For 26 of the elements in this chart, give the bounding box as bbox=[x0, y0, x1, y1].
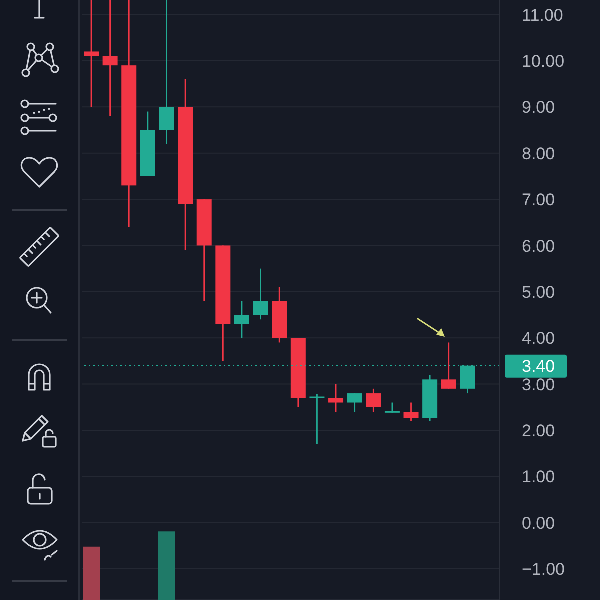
y-tick-label: 0.00 bbox=[522, 514, 556, 533]
candlestick bbox=[384, 402, 400, 414]
ref-line-label: 3.40 bbox=[522, 356, 556, 376]
candlestick bbox=[441, 342, 456, 390]
y-tick-label: 2.00 bbox=[522, 422, 556, 441]
y-tick-label: −1.00 bbox=[522, 560, 566, 580]
candlestick bbox=[347, 392, 362, 413]
candlestick bbox=[310, 394, 325, 446]
y-tick-label: 11.00 bbox=[522, 6, 564, 25]
candlestick bbox=[404, 402, 419, 422]
y-tick-label: 4.00 bbox=[522, 329, 556, 348]
y-tick-label: 1.00 bbox=[522, 468, 556, 487]
candlestick bbox=[366, 388, 382, 413]
candlestick bbox=[328, 384, 344, 413]
y-tick-label: 9.00 bbox=[522, 98, 556, 118]
candlestick bbox=[159, 0, 174, 145]
y-tick-label: 5.00 bbox=[522, 282, 556, 302]
candlestick bbox=[234, 300, 250, 339]
candlestick bbox=[253, 268, 268, 320]
candlestick bbox=[84, 0, 99, 108]
y-tick-label: 7.00 bbox=[522, 190, 556, 210]
candlestick bbox=[102, 0, 118, 118]
y-tick-label: 8.00 bbox=[522, 144, 556, 164]
y-tick-label: 6.00 bbox=[522, 236, 556, 256]
y-tick-label: 3.00 bbox=[522, 375, 556, 394]
y-tick-label: 10.00 bbox=[522, 52, 565, 72]
